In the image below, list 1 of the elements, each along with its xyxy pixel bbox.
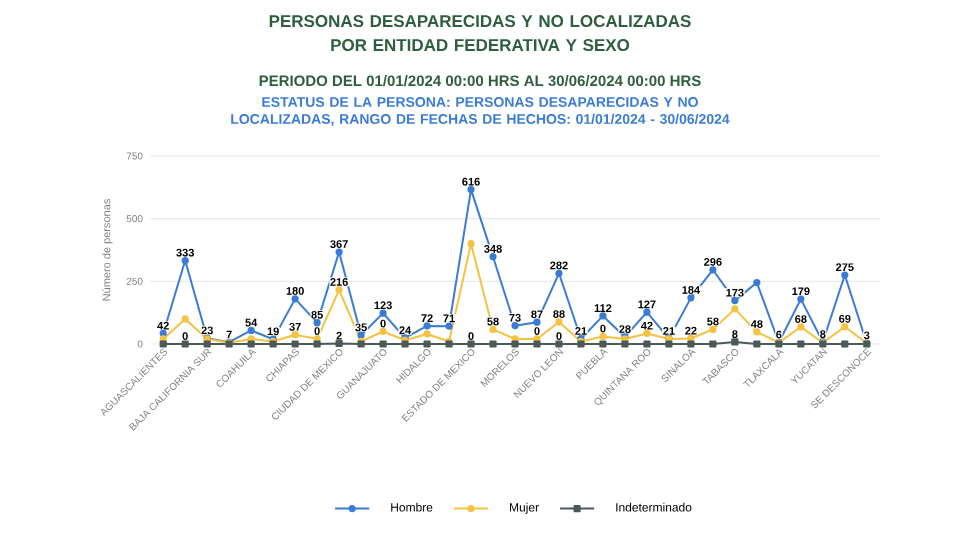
chart-title: PERSONAS DESAPARECIDAS Y NO LOCALIZADAS POR ENTIDAD FEDERATIVA Y SEXO (269, 15, 691, 52)
